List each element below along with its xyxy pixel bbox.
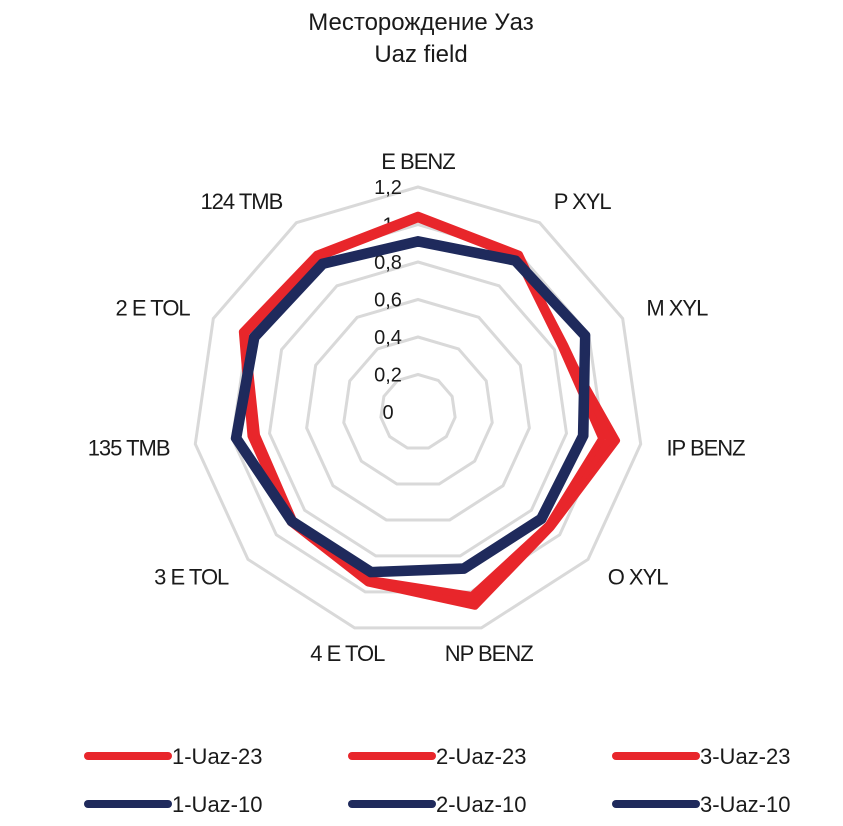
grid-ring: [267, 260, 569, 558]
legend-label: 3-Uaz-10: [700, 792, 790, 817]
category-label: 2 E TOL: [116, 296, 191, 321]
radial-tick-label: 0,2: [374, 365, 402, 387]
series-lines: [230, 211, 621, 610]
category-label: 4 E TOL: [310, 641, 385, 666]
legend-label: 1-Uaz-23: [172, 744, 262, 769]
category-label: IP BENZ: [666, 436, 745, 461]
chart-title: Месторождение Уаз: [308, 9, 534, 36]
radar-grid: [193, 185, 643, 630]
category-label: 3 E TOL: [154, 564, 229, 589]
radial-tick-label: 0,4: [374, 327, 402, 349]
radial-tick-label: 1,2: [374, 177, 402, 199]
category-label: E BENZ: [381, 149, 455, 174]
radial-tick-label: 0,6: [374, 290, 402, 312]
legend-label: 1-Uaz-10: [172, 792, 262, 817]
category-labels: E BENZ P XYL M XYL IP BENZ O XYL NP BENZ 4 E T…: [88, 149, 746, 666]
grid-ring: [379, 372, 457, 450]
series-line: [242, 215, 606, 600]
grid-ring: [193, 185, 643, 630]
category-label: 124 TMB: [200, 189, 282, 214]
legend-label: 2-Uaz-23: [436, 744, 526, 769]
chart-subtitle: Uaz field: [374, 41, 467, 68]
radial-tick-label: 0,8: [374, 252, 402, 274]
radial-tick-labels: 00,20,40,60,811,2: [374, 177, 402, 424]
grid-ring: [305, 297, 531, 522]
category-label: NP BENZ: [445, 641, 534, 666]
radial-tick-label: 0: [382, 402, 393, 424]
grid-ring: [342, 335, 494, 486]
category-label: O XYL: [608, 564, 669, 589]
category-label: M XYL: [646, 296, 708, 321]
category-label: 135 TMB: [88, 436, 170, 461]
series-line: [230, 236, 591, 578]
legend: 1-Uaz-23 2-Uaz-23 3-Uaz-23 1-Uaz-10 2-Uaz-10…: [84, 744, 790, 817]
category-label: P XYL: [554, 189, 612, 214]
legend-label: 3-Uaz-23: [700, 744, 790, 769]
legend-label: 2-Uaz-10: [436, 792, 526, 817]
